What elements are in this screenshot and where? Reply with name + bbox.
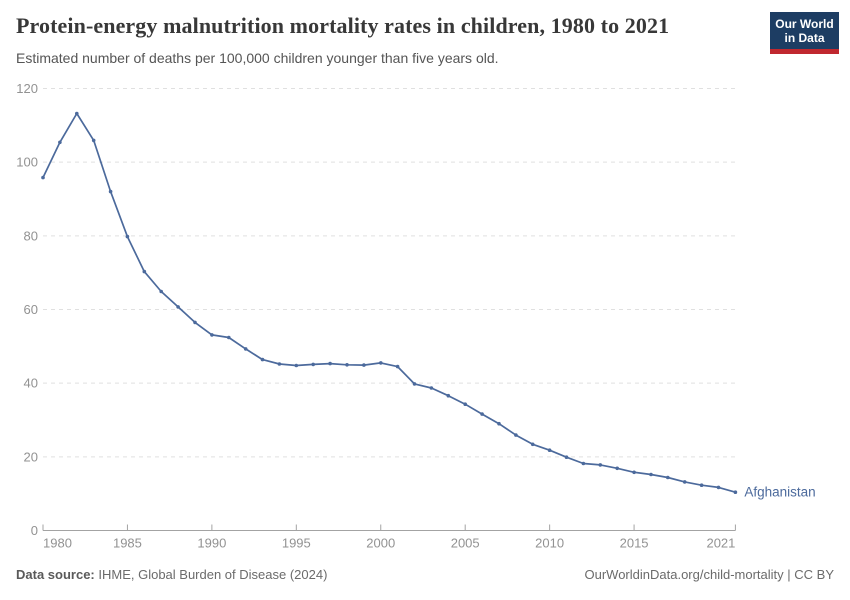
data-point-marker[interactable] — [142, 269, 147, 274]
data-point-marker[interactable] — [497, 421, 501, 426]
y-tick-label: 100 — [16, 155, 38, 170]
data-point-marker[interactable] — [243, 347, 248, 351]
data-point-marker[interactable] — [75, 111, 79, 116]
y-tick-label: 80 — [24, 228, 38, 243]
data-series-line[interactable] — [42, 112, 737, 494]
data-point-marker[interactable] — [564, 455, 569, 460]
chart-subtitle: Estimated number of deaths per 100,000 c… — [16, 50, 499, 66]
data-point-marker[interactable] — [395, 364, 400, 369]
data-point-marker[interactable] — [699, 483, 704, 488]
owid-logo-text-line2: in Data — [784, 31, 825, 45]
chart-title: Protein-energy malnutrition mortality ra… — [16, 13, 670, 38]
x-tick-label: 1995 — [282, 536, 311, 551]
data-point-marker[interactable] — [277, 362, 282, 366]
data-source-label: Data source: — [16, 567, 95, 582]
x-tick-label: 2010 — [535, 536, 564, 551]
series-label[interactable]: Afghanistan — [744, 485, 815, 500]
data-point-marker[interactable] — [328, 361, 332, 366]
data-point-marker[interactable] — [463, 402, 468, 407]
data-point-marker[interactable] — [429, 386, 434, 390]
data-point-marker[interactable] — [362, 363, 366, 367]
data-point-marker[interactable] — [514, 433, 518, 437]
y-tick-label: 20 — [24, 449, 38, 464]
data-point-marker[interactable] — [227, 335, 231, 340]
x-tick-label: 2000 — [366, 536, 395, 551]
data-point-marker[interactable] — [480, 412, 484, 416]
y-tick-label: 40 — [24, 376, 38, 391]
chart-footer: Data source: IHME, Global Burden of Dise… — [16, 567, 834, 582]
data-point-marker[interactable] — [446, 393, 451, 398]
data-point-marker[interactable] — [615, 466, 619, 471]
data-point-marker[interactable] — [311, 362, 316, 367]
data-point-marker[interactable] — [193, 320, 197, 325]
owid-logo[interactable]: Our World in Data — [770, 12, 839, 54]
y-tick-label: 120 — [16, 81, 38, 96]
x-tick-label: 2021 — [706, 536, 735, 551]
data-source-text: IHME, Global Burden of Disease (2024) — [94, 567, 328, 582]
owid-url-license[interactable]: OurWorldinData.org/child-mortality | CC … — [584, 567, 835, 582]
data-point-marker[interactable] — [530, 442, 535, 447]
data-point-marker[interactable] — [632, 470, 636, 475]
data-point-marker[interactable] — [41, 175, 45, 180]
data-point-marker[interactable] — [649, 472, 653, 477]
data-point-marker[interactable] — [716, 485, 721, 490]
data-point-marker[interactable] — [159, 289, 163, 294]
x-tick-label: 2005 — [451, 536, 480, 551]
data-point-marker[interactable] — [108, 189, 113, 194]
data-point-marker[interactable] — [581, 461, 586, 466]
data-point-marker[interactable] — [294, 363, 299, 368]
data-point-marker[interactable] — [345, 363, 349, 367]
data-point-marker[interactable] — [379, 361, 383, 365]
x-tick-label: 1985 — [113, 536, 142, 551]
data-point-marker[interactable] — [176, 305, 180, 309]
data-point-marker[interactable] — [91, 138, 96, 143]
data-point-marker[interactable] — [125, 234, 130, 239]
data-point-marker[interactable] — [210, 333, 214, 337]
x-tick-label: 1980 — [43, 536, 72, 551]
x-tick-label: 2015 — [620, 536, 649, 551]
x-tick-label: 1990 — [197, 536, 226, 551]
data-point-marker[interactable] — [666, 475, 670, 480]
y-tick-label: 0 — [31, 523, 38, 538]
y-tick-label: 60 — [24, 302, 38, 317]
owid-logo-text-line1: Our World — [775, 17, 834, 31]
data-point-marker[interactable] — [260, 357, 265, 362]
data-point-marker[interactable] — [598, 463, 603, 467]
data-point-marker[interactable] — [58, 140, 62, 145]
data-point-marker[interactable] — [733, 490, 738, 495]
data-point-marker[interactable] — [547, 448, 552, 453]
data-point-marker[interactable] — [682, 480, 687, 484]
data-point-marker[interactable] — [412, 382, 417, 386]
data-source-note: Data source: IHME, Global Burden of Dise… — [16, 567, 327, 582]
